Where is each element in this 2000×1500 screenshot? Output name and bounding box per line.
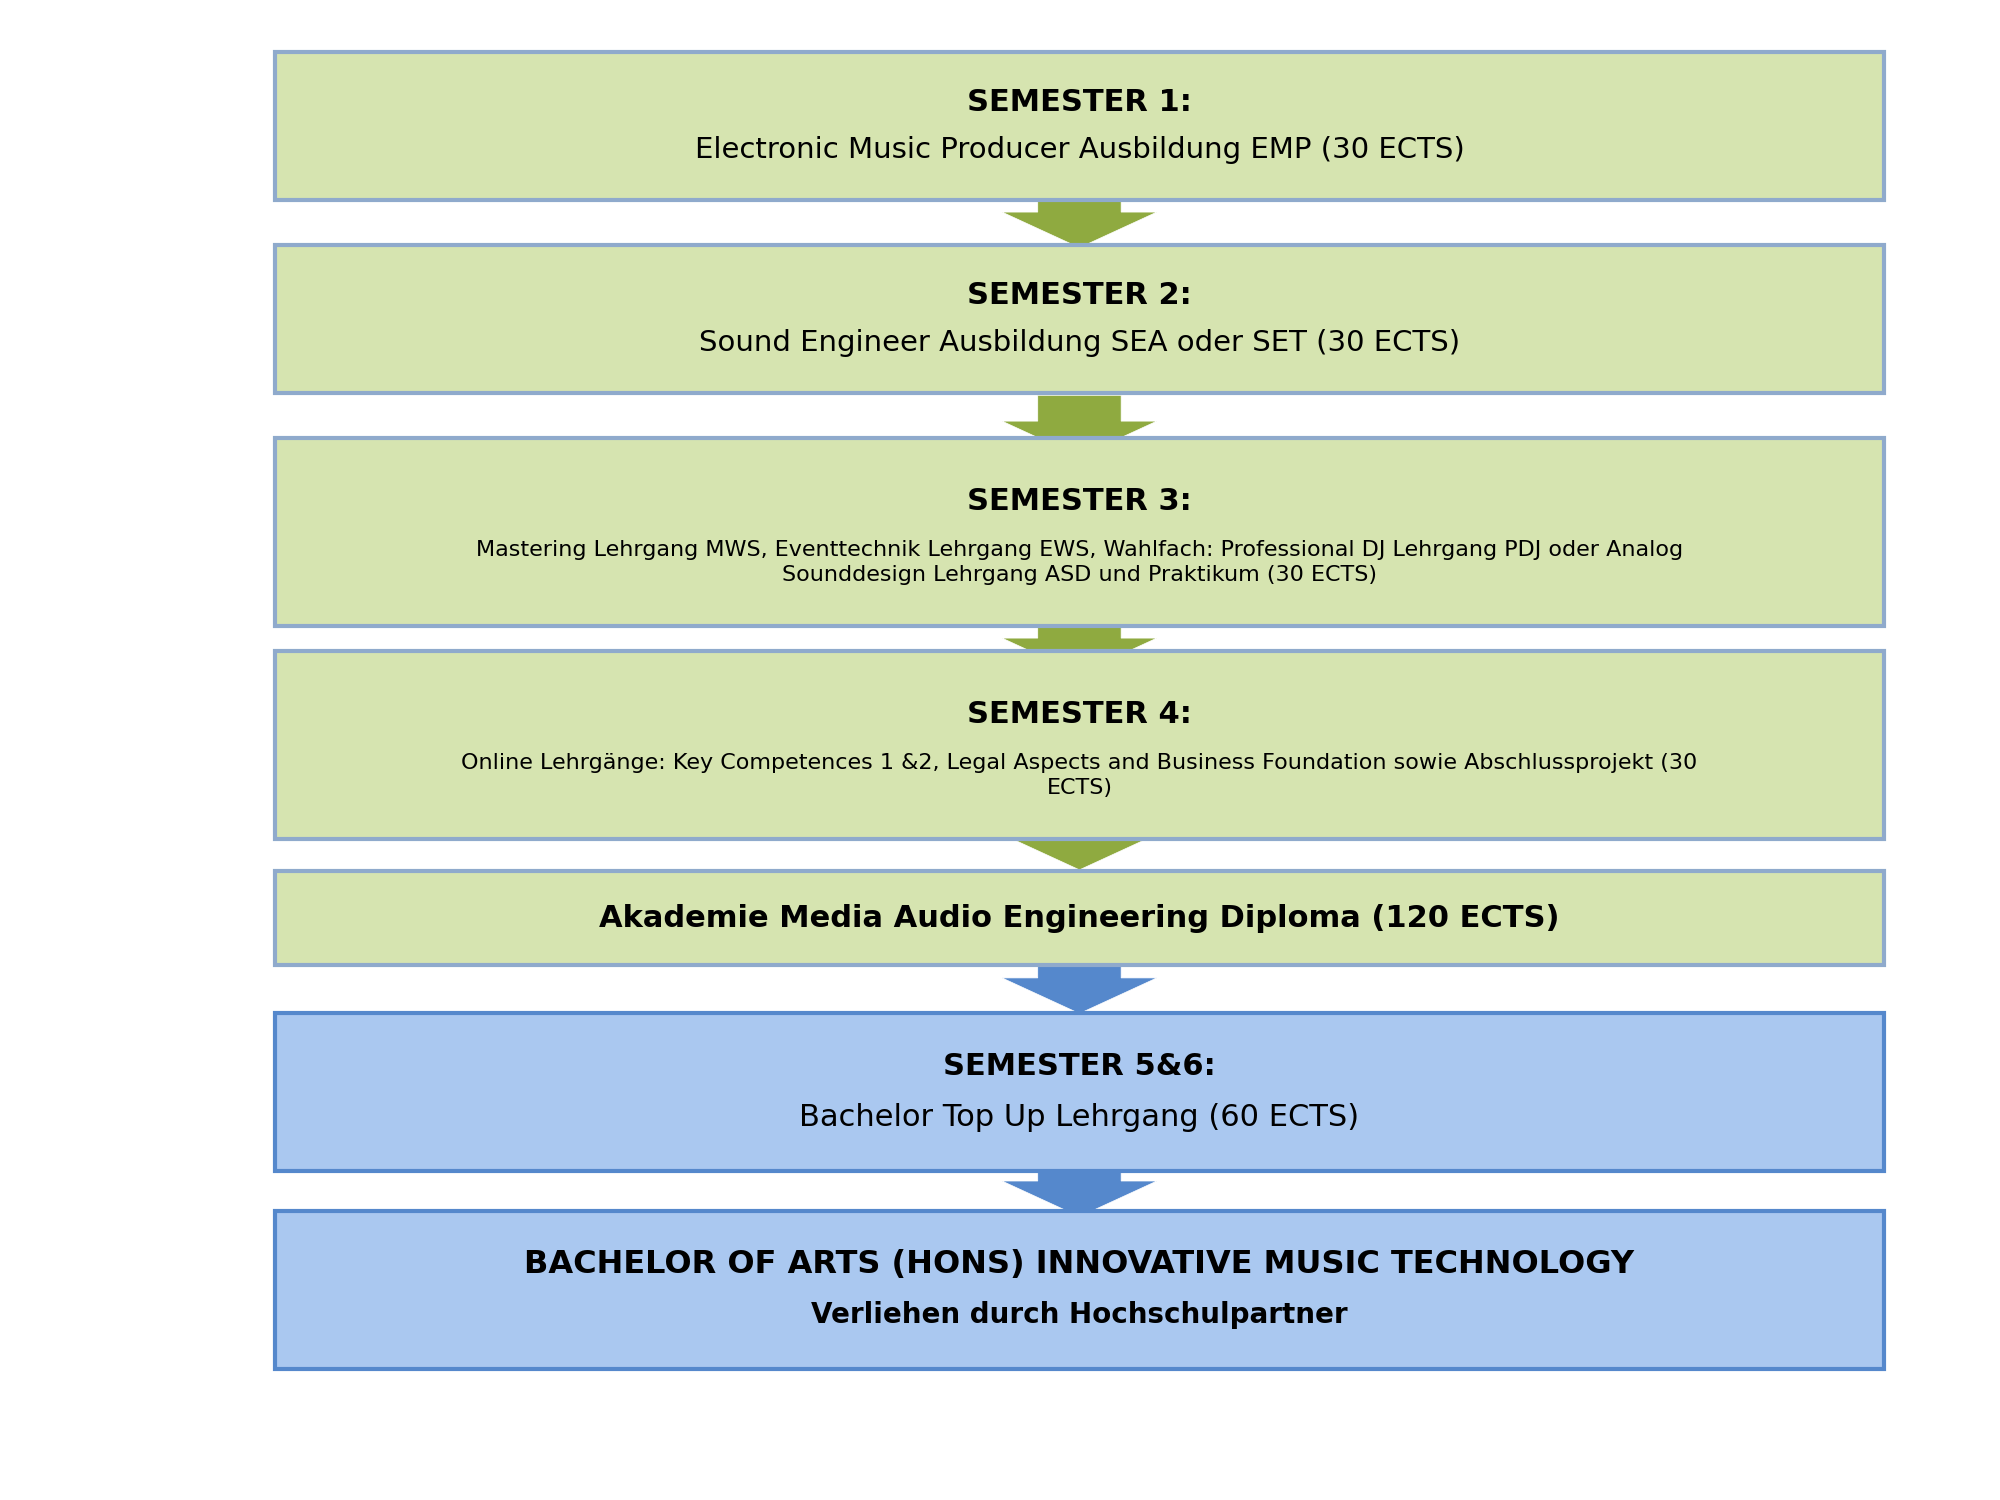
FancyBboxPatch shape	[276, 871, 1884, 966]
Text: Akademie Media Audio Engineering Diploma (120 ECTS): Akademie Media Audio Engineering Diploma…	[600, 904, 1560, 933]
FancyBboxPatch shape	[276, 1013, 1884, 1172]
Text: Electronic Music Producer Ausbildung EMP (30 ECTS): Electronic Music Producer Ausbildung EMP…	[694, 135, 1464, 164]
Text: Mastering Lehrgang MWS, Eventtechnik Lehrgang EWS, Wahlfach: Professional DJ Leh: Mastering Lehrgang MWS, Eventtechnik Leh…	[476, 540, 1684, 585]
Polygon shape	[1002, 952, 1156, 1014]
FancyBboxPatch shape	[276, 651, 1884, 839]
Text: BACHELOR OF ARTS (HONS) INNOVATIVE MUSIC TECHNOLOGY: BACHELOR OF ARTS (HONS) INNOVATIVE MUSIC…	[524, 1250, 1634, 1280]
FancyBboxPatch shape	[276, 1210, 1884, 1370]
FancyBboxPatch shape	[276, 51, 1884, 200]
Text: Online Lehrgänge: Key Competences 1 &2, Legal Aspects and Business Foundation so: Online Lehrgänge: Key Competences 1 &2, …	[462, 753, 1698, 798]
Text: SEMESTER 4:: SEMESTER 4:	[968, 700, 1192, 729]
Text: Verliehen durch Hochschulpartner: Verliehen durch Hochschulpartner	[812, 1302, 1348, 1329]
Text: Sound Engineer Ausbildung SEA oder SET (30 ECTS): Sound Engineer Ausbildung SEA oder SET (…	[698, 328, 1460, 357]
Text: SEMESTER 1:: SEMESTER 1:	[968, 87, 1192, 117]
Text: SEMESTER 2:: SEMESTER 2:	[968, 280, 1192, 310]
Text: Bachelor Top Up Lehrgang (60 ECTS): Bachelor Top Up Lehrgang (60 ECTS)	[800, 1102, 1360, 1131]
Polygon shape	[1002, 186, 1156, 248]
Text: SEMESTER 3:: SEMESTER 3:	[968, 488, 1192, 516]
Polygon shape	[1002, 612, 1156, 674]
Polygon shape	[1002, 808, 1156, 870]
FancyBboxPatch shape	[276, 244, 1884, 393]
Polygon shape	[1002, 396, 1156, 456]
FancyBboxPatch shape	[276, 438, 1884, 626]
Polygon shape	[1002, 1155, 1156, 1216]
Text: SEMESTER 5&6:: SEMESTER 5&6:	[944, 1052, 1216, 1082]
